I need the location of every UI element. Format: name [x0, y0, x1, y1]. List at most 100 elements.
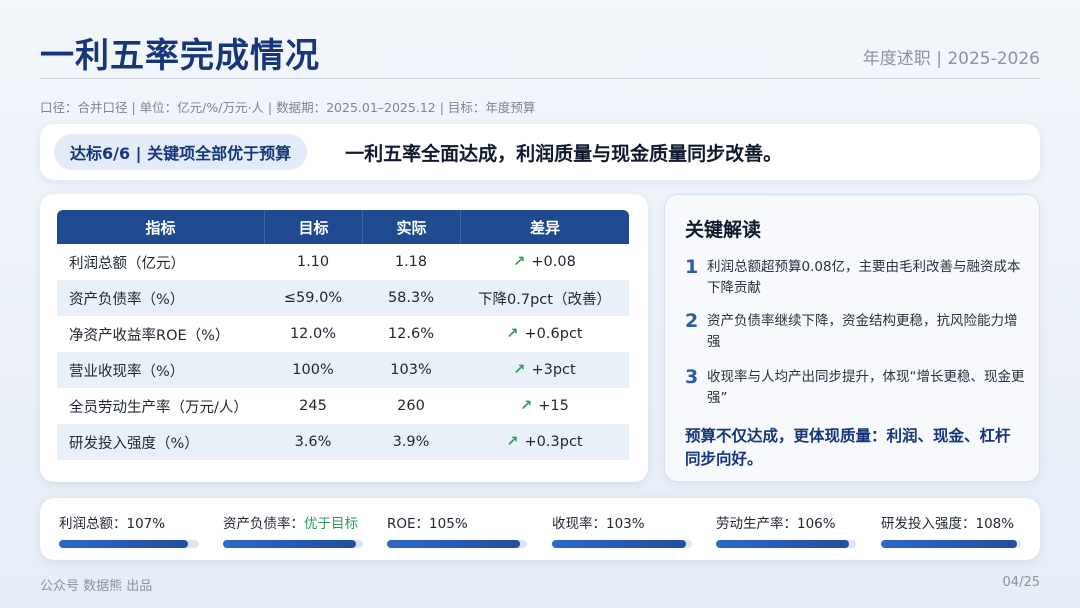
table-row: 营业收现率（%） 100% 103% ↗ +3pct — [57, 352, 629, 388]
row-actual: 3.9% — [362, 424, 460, 460]
row-name: 营业收现率（%） — [57, 352, 264, 388]
kpi-value: 106% — [797, 516, 836, 532]
row-actual: 12.6% — [387, 326, 435, 342]
kpi-value: 105% — [429, 516, 468, 532]
kpi-progress-bar — [716, 540, 856, 548]
header-target: 目标 — [264, 210, 362, 244]
row-diff-value: +0.6pct — [524, 326, 583, 342]
summary-banner: 达标6/6 | 关键项全部优于预算 一利五率全面达成，利润质量与现金质量同步改善… — [40, 124, 1040, 180]
headline: 一利五率全面达成，利润质量与现金质量同步改善。 — [345, 142, 783, 165]
insights-conclusion: 预算不仅达成，更体现质量：利润、现金、杠杆同步向好。 — [685, 427, 1011, 468]
kpi-name: 利润总额： — [59, 516, 127, 532]
row-name: 利润总额（亿元） — [69, 255, 185, 272]
kpi-progress-fill — [59, 540, 188, 548]
kpi-progress-fill — [881, 540, 1017, 548]
header-diff: 差异 — [460, 210, 629, 244]
row-diff: ↗ +3pct — [460, 352, 629, 388]
table-row: 利润总额（亿元） 1.10 1.18 ↗ +0.08 — [57, 244, 629, 280]
row-target: 245 — [299, 398, 327, 414]
kpi-label: 收现率：103% — [552, 512, 692, 532]
row-diff: ↗ +0.6pct — [460, 316, 629, 352]
insights-title: 关键解读 — [685, 219, 762, 241]
row-diff-value: +0.3pct — [524, 434, 583, 450]
kpi-progress-bar — [223, 540, 363, 548]
insight-item: 1 利润总额超预算0.08亿，主要由毛利改善与融资成本下降贡献 — [685, 257, 1025, 299]
kpi-progress-fill — [387, 540, 520, 548]
kpi-progress-fill — [716, 540, 849, 548]
kpi-value: 107% — [126, 516, 166, 532]
trend-up-icon: ↗ — [506, 434, 519, 450]
table-row: 资产负债率（%） ≤59.0% 58.3% 下降0.7pct（改善） — [57, 280, 629, 316]
row-diff: ↗ +0.3pct — [460, 424, 629, 460]
meta-info: 口径：合并口径 | 单位：亿元/%/万元·人 | 数据期：2025.01–202… — [40, 100, 536, 115]
kpi-item: ROE：105% — [387, 512, 527, 548]
kpi-label: 资产负债率：优于目标 — [223, 512, 363, 532]
table-row: 研发投入强度（%） 3.6% 3.9% ↗ +0.3pct — [57, 424, 629, 460]
row-diff-value: +0.08 — [531, 254, 576, 270]
status-badge: 达标6/6 | 关键项全部优于预算 — [54, 134, 308, 170]
kpi-label: ROE：105% — [387, 512, 527, 532]
title-divider — [40, 78, 1040, 79]
insight-item: 2 资产负债率继续下降，资金结构更稳，抗风险能力增强 — [685, 311, 1025, 353]
page-number: 04/25 — [1002, 575, 1040, 590]
row-name: 研发投入强度（%） — [57, 424, 264, 460]
page-subtitle: 年度述职 | 2025-2026 — [862, 49, 1040, 69]
insight-text: 利润总额超预算0.08亿，主要由毛利改善与融资成本下降贡献 — [707, 259, 1021, 296]
kpi-name: 研发投入强度： — [881, 516, 976, 532]
kpi-progress-bar — [59, 540, 199, 548]
trend-up-icon: ↗ — [506, 326, 519, 342]
indicator-table-card: 指标 目标 实际 差异 利润总额（亿元） 1.10 1.18 ↗ +0.08 资产… — [40, 194, 648, 482]
row-diff-value: +3pct — [531, 362, 576, 378]
indicator-table: 指标 目标 实际 差异 利润总额（亿元） 1.10 1.18 ↗ +0.08 资产… — [57, 210, 629, 460]
row-diff: ↗ +0.08 — [460, 244, 629, 280]
insights-card: 关键解读 1 利润总额超预算0.08亿，主要由毛利改善与融资成本下降贡献 2 资… — [664, 194, 1040, 482]
kpi-value: 108% — [975, 516, 1015, 532]
page-title: 一利五率完成情况 — [40, 36, 320, 76]
trend-up-icon: ↗ — [513, 362, 526, 378]
row-target: ≤59.0% — [264, 280, 362, 316]
insight-number: 1 — [685, 256, 699, 278]
row-actual: 1.18 — [394, 254, 428, 270]
row-diff: 下降0.7pct（改善） — [460, 280, 629, 316]
kpi-value: 优于目标 — [304, 516, 358, 532]
row-name: 全员劳动生产率（万元/人） — [69, 399, 248, 416]
table-row: 全员劳动生产率（万元/人） 245 260 ↗ +15 — [57, 388, 629, 424]
kpi-label: 利润总额：107% — [59, 512, 199, 532]
insight-text: 资产负债率继续下降，资金结构更稳，抗风险能力增强 — [707, 313, 1018, 350]
insight-number: 2 — [685, 310, 699, 332]
row-diff-value: 下降0.7pct（改善） — [478, 291, 611, 308]
kpi-item: 资产负债率：优于目标 — [223, 512, 363, 548]
row-diff-value: +15 — [538, 398, 569, 414]
kpi-name: 收现率： — [552, 516, 606, 532]
kpi-label: 劳动生产率：106% — [716, 512, 856, 532]
kpi-item: 收现率：103% — [552, 512, 692, 548]
trend-up-icon: ↗ — [520, 398, 533, 414]
row-actual: 260 — [397, 398, 425, 414]
kpi-progress-bar — [387, 540, 527, 548]
kpi-item: 研发投入强度：108% — [881, 512, 1021, 548]
table-header-row: 指标 目标 实际 差异 — [57, 210, 629, 244]
insight-text: 收现率与人均产出同步提升，体现“增长更稳、现金更强” — [707, 369, 1025, 406]
row-diff: ↗ +15 — [460, 388, 629, 424]
kpi-progress-bar — [881, 540, 1021, 548]
insight-item: 3 收现率与人均产出同步提升，体现“增长更稳、现金更强” — [685, 367, 1025, 409]
kpi-item: 劳动生产率：106% — [716, 512, 856, 548]
kpi-value: 103% — [606, 516, 645, 532]
kpi-name: ROE： — [387, 516, 430, 532]
header-indicator: 指标 — [57, 210, 264, 244]
row-actual: 58.3% — [362, 280, 460, 316]
table-row: 净资产收益率ROE（%） 12.0% 12.6% ↗ +0.6pct — [57, 316, 629, 352]
kpi-progress-fill — [223, 540, 356, 548]
header-actual: 实际 — [362, 210, 460, 244]
row-name: 资产负债率（%） — [57, 280, 264, 316]
row-target: 1.10 — [296, 254, 330, 270]
kpi-progress-bar — [552, 540, 692, 548]
trend-up-icon: ↗ — [513, 254, 526, 270]
kpi-item: 利润总额：107% — [59, 512, 199, 548]
row-actual: 103% — [362, 352, 460, 388]
row-target: 100% — [264, 352, 362, 388]
kpi-name: 劳动生产率： — [716, 516, 797, 532]
row-target: 12.0% — [289, 326, 337, 342]
kpi-name: 资产负债率： — [223, 516, 304, 532]
kpi-label: 研发投入强度：108% — [881, 512, 1021, 532]
